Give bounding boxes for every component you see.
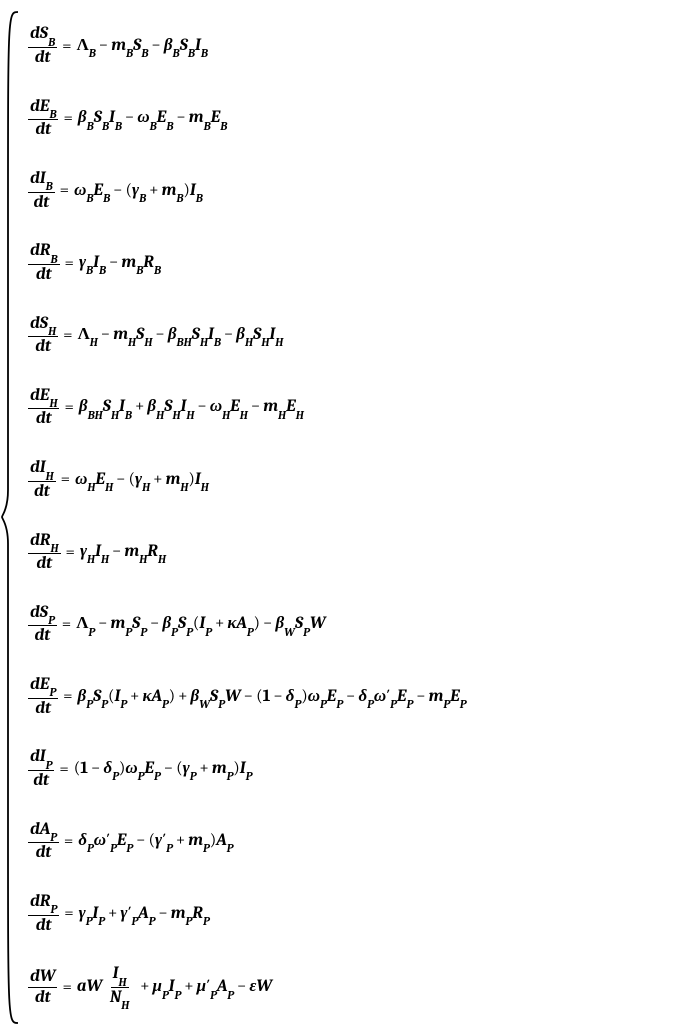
equation-row: dRBdt = γBIB−mBRB (26, 242, 681, 283)
equation-row: dSHdt = ΛH−mHSH−βBHSHIB−βHSHIH (26, 315, 681, 356)
equation-row: dIPdt = (1−δP)ωPEP−(γP+mP)IP (26, 748, 681, 789)
equation-row: dWdt = aW IHNH +μPIP+μ′PAP−εW (26, 965, 681, 1009)
left-brace (0, 10, 22, 1025)
equation-row: dIBdt = ωBEB−(γB+mB)IB (26, 170, 681, 211)
equation-row: dRPdt = γPIP+γ′PAP−mPRP (26, 893, 681, 934)
equation-row: dAPdt = δPω′PEP−(γ′P+mP)AP (26, 821, 681, 862)
equations-list: dSBdt = ΛB−mBSB−βBSBIB dEBdt = βBSBIB−ωBE… (22, 10, 685, 1025)
equation-row: dEBdt = βBSBIB−ωBEB−mBEB (26, 98, 681, 139)
equation-row: dEHdt = βBHSHIB+βHSHIH−ωHEH−mHEH (26, 387, 681, 428)
equation-row: dIHdt = ωHEH−(γH+mH)IH (26, 459, 681, 500)
equation-row: dSPdt = ΛP−mPSP−βPSP(IP+κAP)−βWSPW (26, 604, 681, 645)
equation-row: dSBdt = ΛB−mBSB−βBSBIB (26, 25, 681, 66)
equation-row: dEPdt = βPSP(IP+κAP)+βWSPW−(1−δP)ωPEP−δP… (26, 676, 681, 717)
equation-row: dRHdt = γHIH−mHRH (26, 532, 681, 573)
ode-system: dSBdt = ΛB−mBSB−βBSBIB dEBdt = βBSBIB−ωBE… (0, 10, 685, 1025)
